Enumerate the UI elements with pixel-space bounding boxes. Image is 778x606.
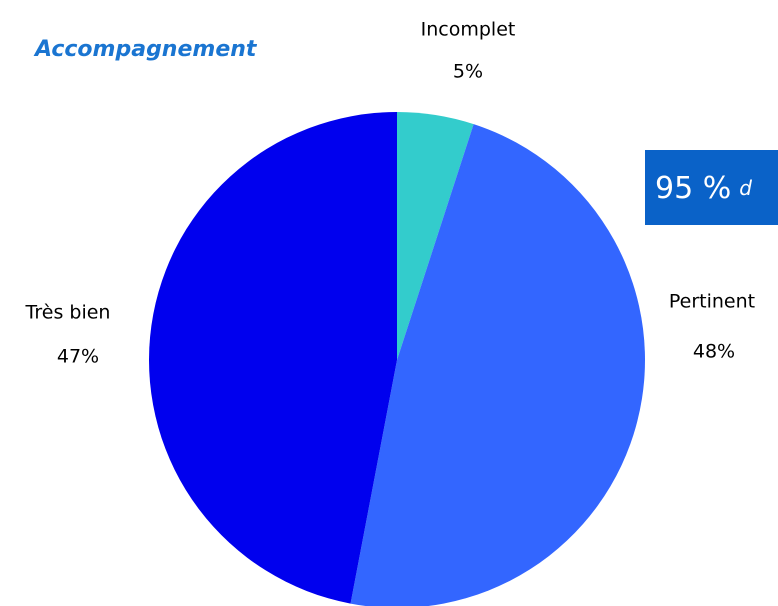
pie-slice	[397, 112, 474, 360]
annotation: 95 % d	[655, 171, 752, 206]
annotation-main: 95 %	[655, 171, 731, 206]
annotation-box	[645, 150, 778, 225]
pie-slice	[350, 124, 645, 606]
annotation-rest: d	[739, 176, 752, 200]
pie-slice	[149, 112, 397, 604]
slice-label: Incomplet	[421, 19, 516, 41]
slice-value-label: 47%	[57, 346, 99, 368]
slice-value-label: 48%	[693, 341, 735, 363]
chart-title: Accompagnement	[33, 37, 258, 62]
slice-label: Très bien	[25, 302, 111, 324]
slice-label: Pertinent	[669, 291, 755, 313]
slice-value-label: 5%	[453, 61, 483, 83]
